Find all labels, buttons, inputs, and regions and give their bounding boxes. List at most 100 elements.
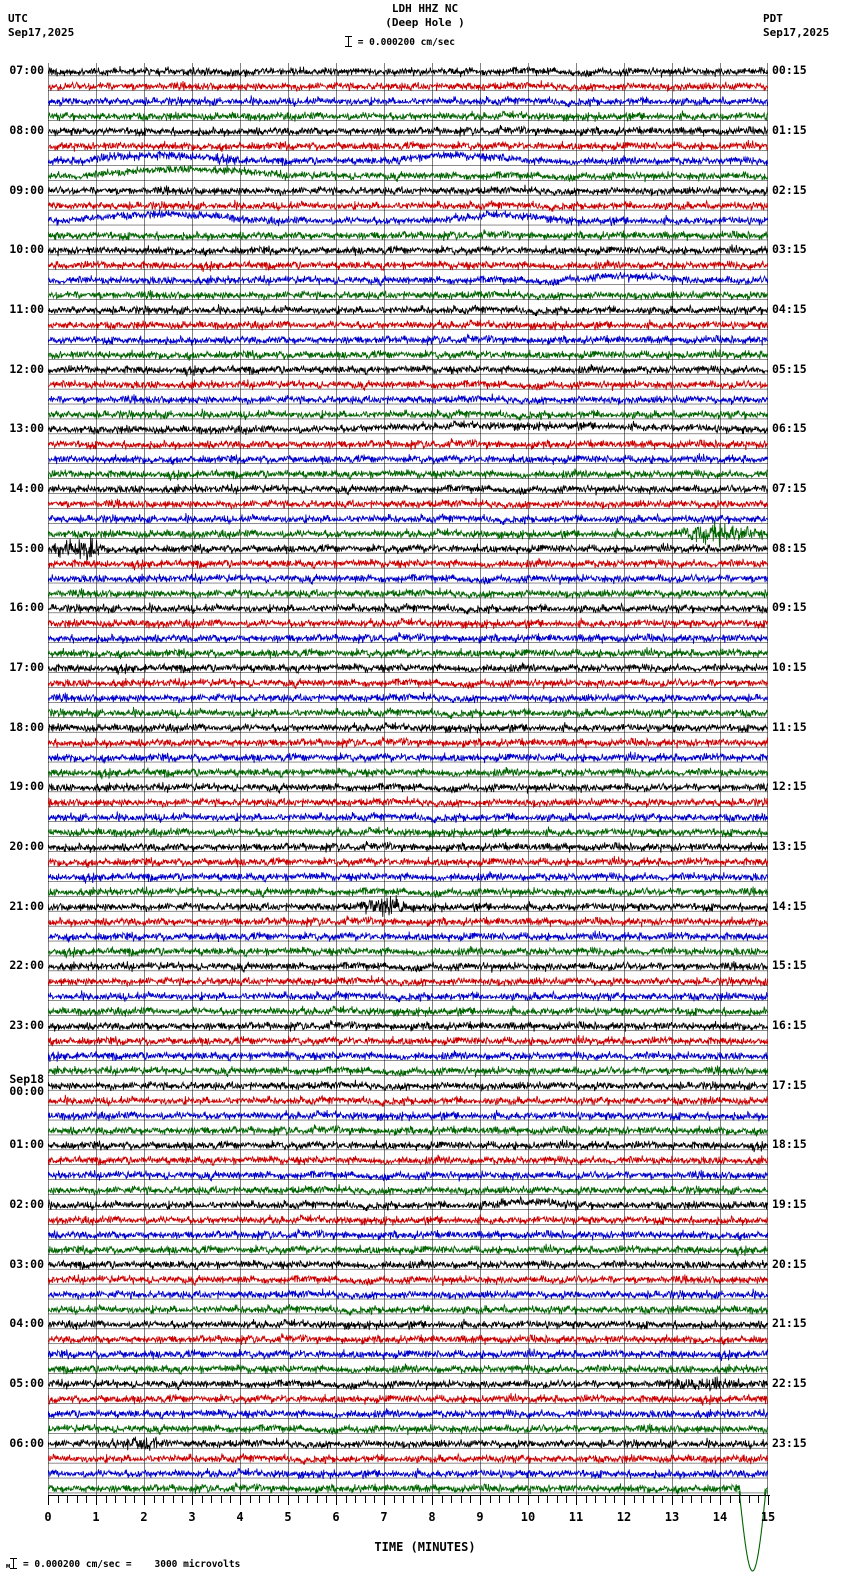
utc-hour-label: 21:00 — [6, 900, 44, 912]
utc-hour-label-text: 03:00 — [9, 1256, 44, 1271]
trace-row-20 — [48, 364, 768, 377]
axis-tick — [307, 1496, 309, 1503]
axis-tick — [57, 1496, 59, 1503]
pdt-hour-label-text: 14:15 — [772, 898, 807, 913]
utc-hour-label-text: 00:00 — [9, 1083, 44, 1098]
axis-tick — [345, 1496, 347, 1503]
trace-row-30 — [48, 512, 768, 525]
axis-tick — [134, 1496, 136, 1503]
utc-hour-label: 19:00 — [6, 780, 44, 792]
trace-row-59 — [48, 945, 768, 959]
utc-hour-label: 15:00 — [6, 542, 44, 554]
trace-row-66 — [48, 1050, 768, 1063]
trace-row-6 — [48, 150, 768, 167]
helicorder-plot[interactable] — [48, 63, 768, 1495]
scale-reference-text: = 0.000200 cm/sec — [357, 37, 455, 48]
trace-row-91 — [48, 1423, 768, 1436]
utc-hour-label: 18:00 — [6, 721, 44, 733]
axis-tick — [355, 1496, 357, 1503]
axis-tick — [432, 1496, 433, 1505]
trace-row-78 — [48, 1228, 768, 1241]
axis-tick — [259, 1496, 261, 1503]
axis-tick — [441, 1496, 443, 1503]
trace-row-50 — [48, 811, 768, 824]
utc-hour-label: 09:00 — [6, 184, 44, 196]
axis-tick — [739, 1496, 741, 1503]
trace-row-72 — [48, 1139, 768, 1153]
axis-tick — [249, 1496, 251, 1503]
trace-row-89 — [48, 1392, 768, 1406]
pdt-hour-label: 06:15 — [772, 422, 807, 434]
utc-hour-label-text: 16:00 — [9, 600, 44, 615]
axis-tick-label: 7 — [380, 1510, 388, 1524]
axis-tick-label: 13 — [664, 1510, 680, 1524]
utc-hour-label-text: 06:00 — [9, 1435, 44, 1450]
trace-row-94 — [48, 1467, 768, 1480]
trace-row-87 — [48, 1363, 768, 1376]
pdt-hour-label-text: 03:15 — [772, 242, 807, 257]
pdt-hour-label: 14:15 — [772, 900, 807, 912]
pdt-hour-label: 10:15 — [772, 661, 807, 673]
pdt-hour-label-text: 20:15 — [772, 1256, 807, 1271]
trace-row-27 — [48, 468, 768, 481]
axis-line — [48, 1495, 770, 1496]
trace-row-21 — [48, 379, 768, 392]
axis-tick — [153, 1496, 155, 1503]
axis-tick — [720, 1496, 721, 1505]
pdt-hour-label: 02:15 — [772, 184, 807, 196]
trace-row-57 — [48, 915, 768, 928]
axis-tick — [316, 1496, 318, 1503]
axis-tick — [652, 1496, 654, 1503]
footer-scale-bar-icon — [10, 1558, 18, 1569]
utc-hour-label: 05:00 — [6, 1377, 44, 1389]
pdt-hour-label-text: 00:15 — [772, 63, 807, 78]
trace-row-40 — [48, 662, 768, 675]
pdt-hour-label-text: 09:15 — [772, 600, 807, 615]
trace-row-55 — [48, 886, 768, 899]
utc-hour-label-text: 09:00 — [9, 182, 44, 197]
trace-row-18 — [48, 333, 768, 346]
pdt-hour-label: 17:15 — [772, 1079, 807, 1091]
pdt-hour-label: 16:15 — [772, 1019, 807, 1031]
axis-tick — [595, 1496, 597, 1503]
gridline-minute-5 — [288, 63, 289, 1495]
trace-row-69 — [48, 1094, 768, 1107]
axis-tick — [643, 1496, 645, 1503]
trace-row-62 — [48, 989, 768, 1003]
plot-frame — [48, 63, 768, 1495]
utc-hour-label: 12:00 — [6, 363, 44, 375]
utc-hour-label-text: 02:00 — [9, 1197, 44, 1212]
axis-tick — [105, 1496, 107, 1503]
trace-row-68 — [48, 1079, 768, 1092]
axis-tick — [566, 1496, 568, 1503]
trace-row-1 — [48, 80, 768, 93]
trace-row-76 — [48, 1195, 768, 1212]
footer-scale-note: м = 0.000200 cm/sec = 3000 microvolts — [6, 1558, 240, 1570]
gridline-minute-13 — [672, 63, 673, 1495]
trace-row-71 — [48, 1124, 768, 1137]
trace-row-32 — [48, 536, 768, 562]
axis-tick — [182, 1496, 184, 1503]
trace-row-26 — [48, 453, 768, 466]
pdt-hour-label-text: 18:15 — [772, 1137, 807, 1152]
axis-tick — [460, 1496, 462, 1503]
axis-tick — [729, 1496, 731, 1503]
axis-tick — [240, 1496, 241, 1505]
utc-hour-label-text: 14:00 — [9, 481, 44, 496]
trace-row-12 — [48, 244, 768, 257]
trace-row-67 — [48, 1065, 768, 1078]
trace-row-8 — [48, 184, 768, 197]
utc-hour-label-text: 08:00 — [9, 123, 44, 138]
utc-hour-label-text: 01:00 — [9, 1137, 44, 1152]
axis-tick-label: 2 — [140, 1510, 148, 1524]
pdt-hour-label: 00:15 — [772, 64, 807, 76]
axis-tick — [489, 1496, 491, 1503]
trace-row-82 — [48, 1288, 768, 1300]
axis-tick — [499, 1496, 501, 1503]
axis-tick — [393, 1496, 395, 1503]
axis-tick — [451, 1496, 453, 1503]
trace-row-19 — [48, 348, 768, 361]
date-label-utc: Sep17,2025 — [8, 26, 75, 39]
axis-tick-label: 1 — [92, 1510, 100, 1524]
footer-scale-text: = 0.000200 cm/sec = 3000 microvolts — [22, 1559, 241, 1570]
